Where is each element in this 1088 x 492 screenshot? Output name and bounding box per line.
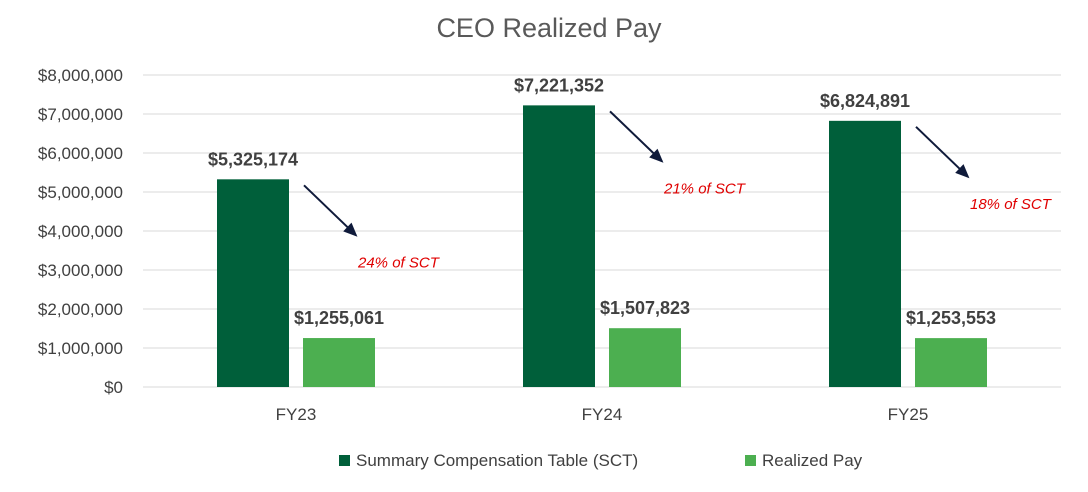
bar-realized-pay (303, 338, 375, 387)
data-label: $1,255,061 (294, 308, 384, 328)
legend-swatch (339, 455, 350, 466)
data-labels: $5,325,174 $1,255,061 $7,221,352 $1,507,823… (208, 75, 996, 328)
chart-title: CEO Realized Pay (436, 13, 662, 43)
data-label: $5,325,174 (208, 149, 298, 169)
legend-label: Realized Pay (762, 451, 863, 470)
y-tick-label: $6,000,000 (38, 144, 123, 163)
bars (217, 105, 987, 387)
annotation-text: 21% of SCT (663, 180, 747, 197)
data-label: $6,824,891 (820, 91, 910, 111)
annotation-arrowhead (343, 222, 358, 237)
bar-sct (217, 179, 289, 387)
data-label: $7,221,352 (514, 75, 604, 95)
x-category-label: FY24 (582, 405, 623, 424)
x-category-label: FY25 (888, 405, 929, 424)
x-category-label: FY23 (276, 405, 317, 424)
gridlines (143, 74, 1061, 388)
y-tick-label: $7,000,000 (38, 105, 123, 124)
y-tick-label: $8,000,000 (38, 66, 123, 85)
y-tick-label: $5,000,000 (38, 183, 123, 202)
annotation-arrowhead (955, 164, 970, 179)
legend: Summary Compensation Table (SCT) Realized… (339, 451, 863, 470)
y-tick-label: $1,000,000 (38, 339, 123, 358)
annotation-arrowhead (649, 148, 664, 163)
legend-swatch (745, 455, 756, 466)
y-axis-tick-labels: $0 $1,000,000 $2,000,000 $3,000,000 $4,000,0… (38, 66, 123, 397)
legend-label: Summary Compensation Table (SCT) (356, 451, 638, 470)
annotation-arrow-line (303, 184, 357, 237)
data-label: $1,507,823 (600, 298, 690, 318)
bar-realized-pay (609, 328, 681, 387)
y-tick-label: $3,000,000 (38, 261, 123, 280)
y-tick-label: $2,000,000 (38, 300, 123, 319)
annotation-arrow-line (609, 110, 663, 163)
annotation-arrow-line (915, 126, 969, 178)
bar-realized-pay (915, 338, 987, 387)
y-tick-label: $0 (104, 378, 123, 397)
y-tick-label: $4,000,000 (38, 222, 123, 241)
annotation-text: 24% of SCT (357, 254, 441, 271)
annotation-text: 18% of SCT (970, 196, 1053, 213)
bar-sct (829, 120, 901, 387)
annotations: 24% of SCT 21% of SCT 18% of SCT (303, 110, 1053, 271)
x-axis-category-labels: FY23 FY24 FY25 (276, 405, 929, 424)
data-label: $1,253,553 (906, 308, 996, 328)
bar-sct (523, 105, 595, 387)
